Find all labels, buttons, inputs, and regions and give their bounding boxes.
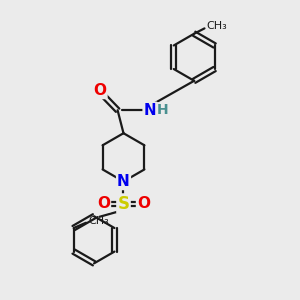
Text: S: S	[118, 195, 130, 213]
Text: N: N	[117, 174, 130, 189]
Text: O: O	[93, 83, 106, 98]
Text: O: O	[137, 196, 150, 211]
Text: CH₃: CH₃	[206, 21, 227, 31]
Text: N: N	[144, 103, 156, 118]
Text: O: O	[97, 196, 110, 211]
Text: CH₃: CH₃	[88, 216, 109, 226]
Text: H: H	[157, 103, 168, 117]
